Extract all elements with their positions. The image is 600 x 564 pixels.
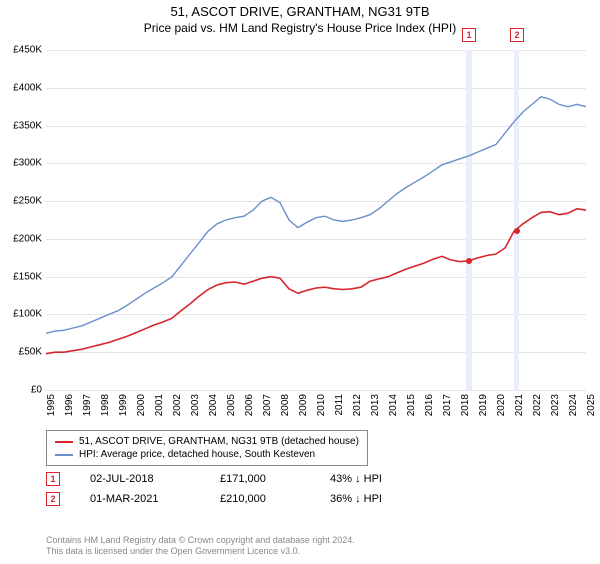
- legend-row: HPI: Average price, detached house, Sout…: [55, 448, 359, 461]
- x-tick-label: 2014: [388, 394, 399, 416]
- x-tick-label: 1999: [118, 394, 129, 416]
- sale-pct: 36% ↓ HPI: [330, 493, 382, 505]
- sale-marker-point: [514, 228, 520, 234]
- y-gridline: [46, 390, 586, 391]
- chart-area: £0£50K£100K£150K£200K£250K£300K£350K£400…: [46, 50, 586, 390]
- sales-row: 1 02-JUL-2018 £171,000 43% ↓ HPI: [46, 472, 382, 486]
- legend-swatch: [55, 454, 73, 456]
- x-tick-label: 2016: [424, 394, 435, 416]
- legend-label: HPI: Average price, detached house, Sout…: [79, 449, 315, 460]
- y-tick-label: £200K: [13, 233, 42, 244]
- x-tick-label: 2021: [514, 394, 525, 416]
- legend-row: 51, ASCOT DRIVE, GRANTHAM, NG31 9TB (det…: [55, 435, 359, 448]
- x-tick-label: 2013: [370, 394, 381, 416]
- footer-attribution: Contains HM Land Registry data © Crown c…: [46, 535, 355, 558]
- legend-swatch: [55, 441, 73, 443]
- x-tick-label: 2017: [442, 394, 453, 416]
- footer-line1: Contains HM Land Registry data © Crown c…: [46, 535, 355, 547]
- y-tick-label: £100K: [13, 309, 42, 320]
- x-tick-label: 2025: [586, 394, 597, 416]
- sales-marker-icon: 1: [46, 472, 60, 486]
- sale-date: 01-MAR-2021: [90, 493, 190, 505]
- sale-marker-point: [466, 258, 472, 264]
- legend: 51, ASCOT DRIVE, GRANTHAM, NG31 9TB (det…: [46, 430, 368, 466]
- sale-marker-label: 2: [510, 28, 524, 42]
- legend-label: 51, ASCOT DRIVE, GRANTHAM, NG31 9TB (det…: [79, 436, 359, 447]
- x-tick-label: 2001: [154, 394, 165, 416]
- y-tick-label: £350K: [13, 120, 42, 131]
- x-tick-label: 2015: [406, 394, 417, 416]
- x-tick-label: 2012: [352, 394, 363, 416]
- x-tick-label: 1995: [46, 394, 57, 416]
- x-tick-label: 2009: [298, 394, 309, 416]
- x-tick-label: 2024: [568, 394, 579, 416]
- x-tick-label: 2000: [136, 394, 147, 416]
- y-tick-label: £50K: [19, 347, 42, 358]
- sales-marker-icon: 2: [46, 492, 60, 506]
- y-tick-label: £0: [31, 385, 42, 396]
- sale-marker-label: 1: [462, 28, 476, 42]
- y-tick-label: £250K: [13, 196, 42, 207]
- x-tick-label: 2011: [334, 394, 345, 416]
- sale-price: £171,000: [220, 473, 300, 485]
- y-tick-label: £300K: [13, 158, 42, 169]
- x-tick-label: 1998: [100, 394, 111, 416]
- series-line-price_paid: [46, 209, 586, 354]
- y-tick-label: £450K: [13, 45, 42, 56]
- x-tick-label: 2003: [190, 394, 201, 416]
- y-tick-label: £400K: [13, 82, 42, 93]
- x-tick-label: 2019: [478, 394, 489, 416]
- line-svg: [46, 50, 586, 390]
- x-tick-label: 2005: [226, 394, 237, 416]
- x-tick-label: 1997: [82, 394, 93, 416]
- series-line-hpi: [46, 97, 586, 333]
- sales-table: 1 02-JUL-2018 £171,000 43% ↓ HPI 2 01-MAR-202…: [46, 472, 382, 512]
- sale-price: £210,000: [220, 493, 300, 505]
- x-tick-label: 2018: [460, 394, 471, 416]
- x-tick-label: 2007: [262, 394, 273, 416]
- x-tick-label: 2010: [316, 394, 327, 416]
- chart-container: 51, ASCOT DRIVE, GRANTHAM, NG31 9TB Pric…: [0, 4, 600, 564]
- x-tick-label: 2020: [496, 394, 507, 416]
- footer-line2: This data is licensed under the Open Gov…: [46, 546, 355, 558]
- x-tick-label: 1996: [64, 394, 75, 416]
- x-tick-label: 2006: [244, 394, 255, 416]
- y-tick-label: £150K: [13, 271, 42, 282]
- chart-title: 51, ASCOT DRIVE, GRANTHAM, NG31 9TB: [0, 4, 600, 19]
- sale-date: 02-JUL-2018: [90, 473, 190, 485]
- x-tick-label: 2023: [550, 394, 561, 416]
- x-tick-label: 2002: [172, 394, 183, 416]
- sales-row: 2 01-MAR-2021 £210,000 36% ↓ HPI: [46, 492, 382, 506]
- sale-pct: 43% ↓ HPI: [330, 473, 382, 485]
- x-tick-label: 2008: [280, 394, 291, 416]
- x-tick-label: 2004: [208, 394, 219, 416]
- x-tick-label: 2022: [532, 394, 543, 416]
